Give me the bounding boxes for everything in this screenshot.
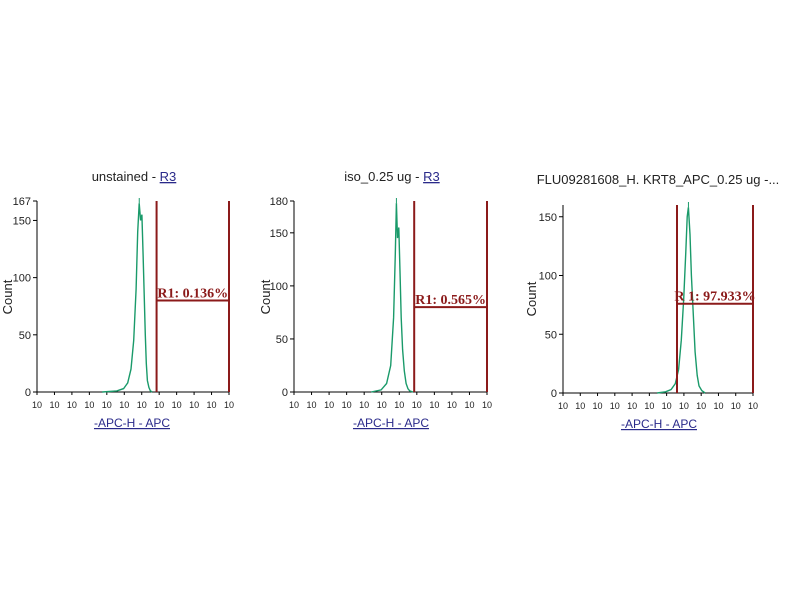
panel-1-x-tick-label: 10 xyxy=(137,400,147,410)
panel-2-y-tick-label: 100 xyxy=(270,281,288,293)
panel-2-x-tick-label: 10 xyxy=(307,400,317,410)
panel-2-x-tick-label: 10 xyxy=(342,400,352,410)
panel-1-title: unstained - R3 xyxy=(92,169,177,184)
panel-1-gate-label: R1: 0.136% xyxy=(157,287,228,302)
panel-3-x-tick-label: 10 xyxy=(748,401,758,411)
panel-3-x-tick-label: 10 xyxy=(662,401,672,411)
panel-1-x-axis-label[interactable]: -APC-H - APC xyxy=(94,416,170,430)
panel-3-x-tick-label: 10 xyxy=(731,401,741,411)
panel-2-x-tick-label: 10 xyxy=(464,400,474,410)
panel-2-y-axis-label: Count xyxy=(258,279,273,314)
panel-3-title-text: FLU09281608_H. KRT8_APC_0.25 ug -... xyxy=(537,172,780,187)
panel-1-y-max-label: 167 xyxy=(13,196,31,208)
panel-3-y-tick-label: 150 xyxy=(539,212,557,224)
panel-3-x-tick-label: 10 xyxy=(713,401,723,411)
panel-3-y-tick-label: 50 xyxy=(545,329,557,341)
panel-2-plot-area: 0 50 100 150 180 10 10 10 10 10 10 10 10 10 10 10 10 R1: … xyxy=(270,196,492,410)
panel-2-y-tick-label: 50 xyxy=(276,334,288,346)
panel-1-y-tick-label: 0 xyxy=(25,387,31,399)
panel-2-gate-label: R1: 0.565% xyxy=(415,293,486,308)
panel-2-x-tick-label: 10 xyxy=(447,400,457,410)
panel-3-x-tick-label: 10 xyxy=(593,401,603,411)
panel-3-x-tick-label: 10 xyxy=(558,401,568,411)
panel-2-y-tick-label: 150 xyxy=(270,228,288,240)
panel-1-x-tick-label: 10 xyxy=(189,400,199,410)
panel-1-y-tick-label: 150 xyxy=(13,215,31,227)
panel-2-histogram-line xyxy=(371,203,414,393)
panel-1-x-tick-label: 10 xyxy=(224,400,234,410)
histogram-panel-3: FLU09281608_H. KRT8_APC_0.25 ug -... Cou… xyxy=(524,172,779,431)
panel-3-x-tick-label: 10 xyxy=(610,401,620,411)
panel-3-x-tick-label: 10 xyxy=(575,401,585,411)
panel-1-x-tick-label: 10 xyxy=(172,400,182,410)
panel-1-x-tick-label: 10 xyxy=(84,400,94,410)
panel-2-x-tick-label: 10 xyxy=(324,400,334,410)
panel-1-x-tick-label: 10 xyxy=(67,400,77,410)
panel-2-title: iso_0.25 ug - R3 xyxy=(344,169,439,184)
panel-1-x-tick-label: 10 xyxy=(102,400,112,410)
panel-3-x-tick-label: 10 xyxy=(627,401,637,411)
panel-1-title-separator: - xyxy=(148,169,160,184)
panel-2-x-axis-label[interactable]: -APC-H - APC xyxy=(353,416,429,430)
panel-2-x-tick-label: 10 xyxy=(394,400,404,410)
panel-3-x-tick-label: 10 xyxy=(679,401,689,411)
panel-1-histogram-line xyxy=(102,203,153,393)
panel-1-plot-area: 0 50 100 150 167 10 10 10 10 10 10 10 10 10 10 10 10 R1: … xyxy=(13,196,234,410)
panel-3-plot-area: 0 50 100 150 10 10 10 10 10 10 10 10 10 10 10 10 R 1: 97… xyxy=(539,202,758,411)
panel-3-title: FLU09281608_H. KRT8_APC_0.25 ug -... xyxy=(537,172,780,187)
panel-3-y-tick-label: 0 xyxy=(551,388,557,400)
panel-3-y-tick-label: 100 xyxy=(539,271,557,283)
panel-1-x-tick-label: 10 xyxy=(32,400,42,410)
panel-1-x-tick-label: 10 xyxy=(119,400,129,410)
panel-3-x-tick-label: 10 xyxy=(644,401,654,411)
panel-1-title-text: unstained xyxy=(92,169,148,184)
panel-1-gate-link[interactable]: R3 xyxy=(160,169,177,184)
panel-2-y-tick-label: 0 xyxy=(282,387,288,399)
histogram-panel-1: unstained - R3 Count -APC-H - APC 0 50 100… xyxy=(0,169,234,430)
panel-1-x-tick-label: 10 xyxy=(154,400,164,410)
panel-1-x-tick-label: 10 xyxy=(207,400,217,410)
panel-1-y-tick-label: 50 xyxy=(19,330,31,342)
panel-2-x-tick-label: 10 xyxy=(429,400,439,410)
panel-3-y-axis-label: Count xyxy=(524,281,539,316)
panel-3-gate-label: R 1: 97.933% xyxy=(674,290,755,305)
panel-2-x-tick-label: 10 xyxy=(377,400,387,410)
panel-1-y-tick-label: 100 xyxy=(13,273,31,285)
panel-2-x-tick-label: 10 xyxy=(412,400,422,410)
panel-2-gate-link[interactable]: R3 xyxy=(423,169,440,184)
panel-2-title-text: iso_0.25 ug xyxy=(344,169,411,184)
panel-1-y-axis-label: Count xyxy=(0,279,15,314)
panel-2-x-tick-label: 10 xyxy=(289,400,299,410)
histogram-panel-2: iso_0.25 ug - R3 Count -APC-H - APC 0 50 1… xyxy=(258,169,492,430)
panel-2-x-tick-label: 10 xyxy=(359,400,369,410)
panel-3-histogram-line xyxy=(657,207,706,394)
panel-2-title-separator: - xyxy=(412,169,424,184)
panel-3-x-axis-label[interactable]: -APC-H - APC xyxy=(621,417,697,431)
panel-2-x-tick-label: 10 xyxy=(482,400,492,410)
panel-3-x-tick-label: 10 xyxy=(696,401,706,411)
panel-1-x-tick-label: 10 xyxy=(49,400,59,410)
panel-2-y-max-label: 180 xyxy=(270,196,288,208)
